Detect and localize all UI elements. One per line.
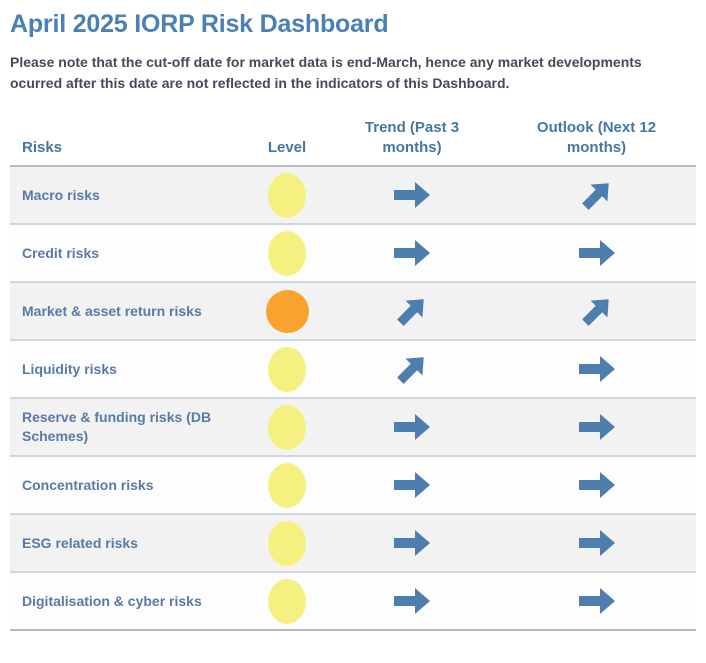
outlook-arrow-icon [578, 240, 615, 267]
outlook-cell [497, 298, 696, 327]
level-cell [247, 578, 327, 624]
trend-cell [327, 240, 497, 267]
outlook-arrow-icon [578, 472, 615, 499]
risk-level-indicator [268, 230, 306, 276]
table-row: Digitalisation & cyber risks [10, 573, 696, 632]
level-cell [247, 404, 327, 450]
trend-arrow-icon [394, 414, 430, 441]
risk-table: Risks Level Trend (Past 3 months) Outloo… [10, 112, 696, 632]
outlook-arrow-icon [578, 588, 615, 615]
risk-label: Credit risks [22, 244, 100, 261]
table-row: Concentration risks [10, 457, 696, 516]
page-title: April 2025 IORP Risk Dashboard [10, 10, 389, 38]
outlook-cell [497, 588, 696, 615]
risk-level-indicator [265, 289, 309, 333]
trend-cell [327, 356, 497, 385]
outlook-arrow-icon [578, 530, 615, 557]
outlook-cell [497, 182, 696, 211]
risk-label: Macro risks [22, 186, 100, 203]
trend-arrow-icon [394, 530, 430, 557]
outlook-arrow-icon [578, 414, 615, 441]
risk-label: Reserve & funding risks (DB Schemes) [22, 408, 212, 445]
table-row: Market & asset return risks [10, 283, 696, 342]
trend-arrow-icon [394, 240, 430, 267]
risk-label: ESG related risks [22, 534, 138, 551]
outlook-cell [497, 530, 696, 557]
column-header-risks: Risks [22, 139, 63, 157]
risk-level-indicator [268, 404, 306, 450]
column-header-level: Level [267, 139, 307, 157]
table-row: ESG related risks [10, 515, 696, 574]
trend-cell [327, 414, 497, 441]
level-cell [247, 346, 327, 392]
trend-cell [327, 182, 497, 209]
trend-arrow-icon [392, 291, 432, 331]
outlook-cell [497, 240, 696, 267]
column-header-trend: Trend (Past 3 months) [364, 118, 460, 157]
level-cell [247, 289, 327, 333]
level-cell [247, 462, 327, 508]
outlook-arrow-icon [576, 291, 616, 331]
outlook-arrow-icon [576, 175, 616, 215]
risk-level-indicator [268, 346, 306, 392]
level-cell [247, 230, 327, 276]
trend-cell [327, 472, 497, 499]
outlook-cell [497, 356, 696, 383]
table-row: Macro risks [10, 167, 696, 226]
trend-arrow-icon [394, 588, 430, 615]
trend-arrow-icon [394, 182, 430, 209]
cutoff-note: Please note that the cut-off date for ma… [10, 54, 642, 92]
outlook-arrow-icon [578, 356, 615, 383]
risk-dashboard-page: April 2025 IORP Risk Dashboard Please no… [10, 10, 696, 632]
column-header-outlook: Outlook (Next 12 months) [536, 118, 657, 157]
outlook-cell [497, 472, 696, 499]
trend-arrow-icon [394, 472, 430, 499]
risk-label: Concentration risks [22, 476, 154, 493]
table-row: Credit risks [10, 225, 696, 284]
table-header-row: Risks Level Trend (Past 3 months) Outloo… [10, 112, 696, 168]
level-cell [247, 520, 327, 566]
risk-level-indicator [268, 578, 306, 624]
risk-label: Market & asset return risks [22, 302, 202, 319]
risk-label: Liquidity risks [22, 360, 117, 377]
trend-cell [327, 530, 497, 557]
table-row: Liquidity risks [10, 341, 696, 400]
trend-cell [327, 588, 497, 615]
table-body: Macro risks Credit risks [10, 167, 696, 632]
risk-label: Digitalisation & cyber risks [22, 592, 202, 609]
outlook-cell [497, 414, 696, 441]
risk-level-indicator [268, 462, 306, 508]
trend-arrow-icon [392, 349, 432, 389]
trend-cell [327, 298, 497, 327]
risk-level-indicator [268, 520, 306, 566]
table-row: Reserve & funding risks (DB Schemes) [10, 399, 696, 458]
risk-level-indicator [268, 172, 306, 218]
level-cell [247, 172, 327, 218]
